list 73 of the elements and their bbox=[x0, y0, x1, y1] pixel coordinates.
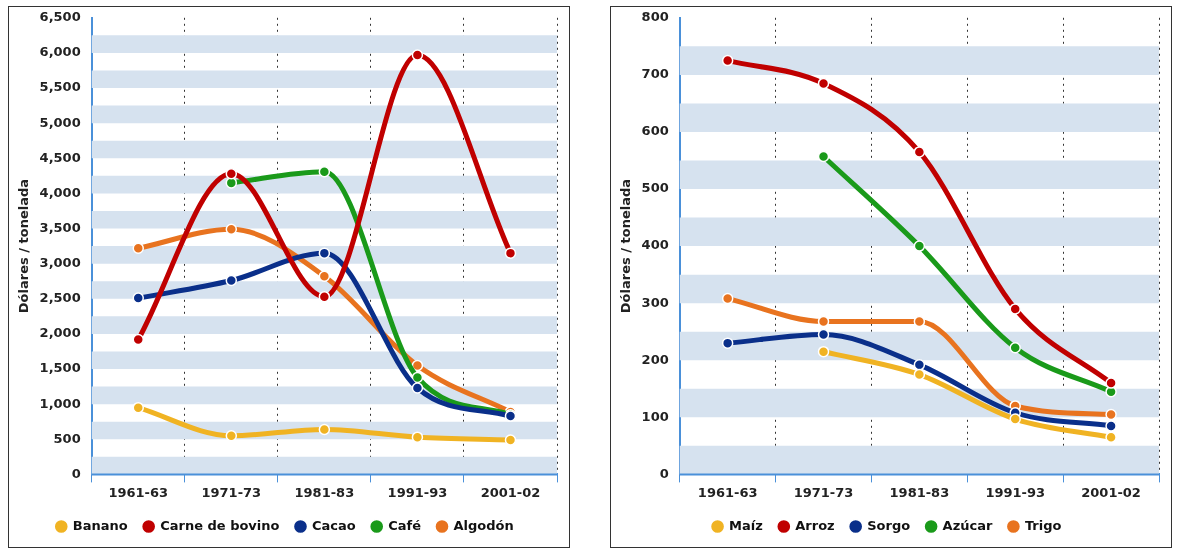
legend-label: Cacao bbox=[311, 517, 356, 533]
point bbox=[1009, 341, 1021, 354]
y-tick-label: 500 bbox=[641, 180, 669, 196]
point bbox=[721, 54, 734, 67]
point bbox=[721, 337, 734, 349]
point bbox=[913, 240, 926, 252]
x-tick-label: 1961-63 bbox=[697, 484, 758, 500]
y-tick-label: 1,000 bbox=[39, 395, 81, 411]
y-tick-label: 5,500 bbox=[39, 79, 81, 95]
y-axis-title: Dólares / tonelada bbox=[16, 178, 32, 314]
y-tick-label: 3,000 bbox=[39, 255, 81, 271]
y-tick-label: 1,500 bbox=[39, 360, 81, 376]
point bbox=[504, 247, 517, 259]
x-tick-label: 1971-73 bbox=[793, 484, 854, 500]
point bbox=[1009, 303, 1021, 315]
x-tick-label: 2001-02 bbox=[480, 484, 541, 500]
y-tick-label: 6,000 bbox=[39, 44, 81, 60]
point bbox=[318, 247, 331, 259]
point bbox=[1009, 413, 1021, 425]
x-tick-label: 1981-83 bbox=[294, 484, 355, 500]
x-tick-label: 1971-73 bbox=[201, 484, 262, 500]
y-tick-label: 300 bbox=[641, 294, 669, 310]
point bbox=[411, 49, 424, 61]
point bbox=[913, 146, 926, 158]
x-tick-label: 1991-93 bbox=[387, 484, 448, 500]
legend-label: Algodón bbox=[453, 517, 514, 533]
point bbox=[132, 292, 144, 304]
point bbox=[721, 292, 734, 305]
point bbox=[1105, 420, 1117, 432]
y-tick-label: 4,000 bbox=[39, 184, 81, 200]
point bbox=[225, 168, 238, 180]
x-tick-label: 2001-02 bbox=[1081, 484, 1141, 500]
y-tick-label: 5,000 bbox=[39, 114, 81, 130]
point bbox=[1105, 377, 1117, 389]
point bbox=[318, 165, 331, 178]
point bbox=[225, 223, 238, 235]
legend-label: Sorgo bbox=[867, 517, 911, 533]
y-tick-label: 800 bbox=[641, 9, 669, 25]
y-tick-label: 500 bbox=[53, 430, 81, 446]
point bbox=[411, 431, 424, 443]
y-tick-label: 400 bbox=[641, 237, 669, 253]
y-tick-label: 700 bbox=[641, 66, 669, 82]
legend-label: Azúcar bbox=[942, 517, 993, 533]
point bbox=[817, 328, 830, 341]
x-tick-label: 1981-83 bbox=[889, 484, 950, 500]
point bbox=[225, 177, 238, 189]
legend-label: Café bbox=[388, 517, 422, 533]
y-tick-label: 200 bbox=[641, 351, 669, 367]
point bbox=[225, 274, 238, 287]
legend-label: Maíz bbox=[729, 517, 763, 533]
point bbox=[504, 434, 517, 446]
legend-label: Trigo bbox=[1024, 517, 1062, 533]
y-tick-label: 2,500 bbox=[39, 290, 81, 306]
y-tick-label: 100 bbox=[641, 408, 669, 424]
legend-label: Banano bbox=[72, 517, 128, 533]
legend-label: Carne de bovino bbox=[160, 517, 280, 533]
y-tick-label: 6,500 bbox=[39, 9, 81, 25]
y-tick-label: 3,500 bbox=[39, 219, 81, 235]
point bbox=[411, 359, 424, 372]
y-tick-label: 2,000 bbox=[39, 325, 81, 341]
x-tick-label: 1991-93 bbox=[985, 484, 1046, 500]
point bbox=[411, 371, 424, 384]
point bbox=[318, 270, 331, 283]
y-tick-label: 4,500 bbox=[39, 149, 81, 165]
y-tick-label: 600 bbox=[641, 123, 669, 139]
y-tick-label: 0 bbox=[71, 465, 81, 481]
y-axis-title: Dólares / tonelada bbox=[618, 178, 634, 314]
point bbox=[411, 382, 424, 394]
y-tick-label: 0 bbox=[659, 465, 669, 481]
point bbox=[817, 345, 830, 358]
legend-label: Arroz bbox=[795, 517, 835, 533]
x-tick-label: 1961-63 bbox=[108, 484, 169, 500]
point bbox=[318, 423, 331, 436]
